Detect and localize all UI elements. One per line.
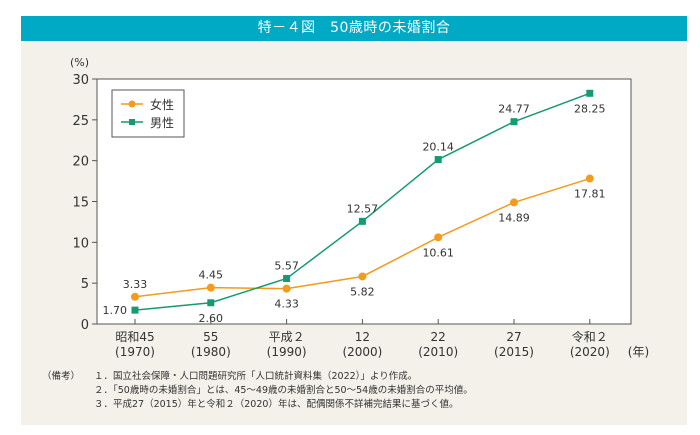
data-label: 4.45 (199, 269, 224, 282)
data-point-female (510, 198, 518, 207)
data-point-female (131, 292, 139, 301)
note-row: （備考） １．国立社会保障・人口問題研究所「人口統計資料集（2022）」より作成… (42, 370, 473, 384)
data-label: 17.81 (574, 188, 606, 201)
data-label: 4.33 (274, 298, 299, 311)
x-tick-label-era: 平成２ (269, 330, 305, 344)
notes: （備考） １．国立社会保障・人口問題研究所「人口統計資料集（2022）」より作成… (42, 370, 473, 412)
x-tick-label-year: (2000) (342, 345, 382, 359)
x-tick-label-era: 12 (355, 330, 370, 344)
data-point-male (510, 118, 518, 126)
data-point-male (434, 156, 442, 164)
y-tick-label: 25 (72, 114, 89, 129)
x-tick-label-year: (2020) (570, 345, 610, 359)
data-label: 14.89 (498, 211, 530, 224)
notes-label: （備考） (42, 371, 81, 382)
note-row: ３．平成27（2015）年と令和２（2020）年は、配偶関係不詳補完結果に基づく… (42, 398, 473, 412)
plot-area (96, 78, 632, 325)
data-point-female (434, 233, 443, 242)
data-point-male (586, 89, 594, 97)
y-tick-label: 10 (72, 236, 89, 251)
x-tick-label-era: 55 (203, 330, 218, 344)
x-tick-label-year: (2015) (494, 345, 534, 359)
x-tick-label-era: 昭和45 (115, 330, 154, 344)
series-layer (131, 89, 594, 314)
y-tick-label: 0 (81, 318, 89, 333)
data-labels: 3.33 4.45 4.33 5.82 10.61 14.89 17.81 1.70 2.60 5… (103, 102, 606, 324)
x-tick-label-era: 27 (506, 330, 521, 344)
x-tick-label-year: (1970) (115, 345, 155, 359)
legend-label: 女性 (150, 97, 174, 112)
note-item: ２．「50歳時の未婚割合」とは、45～49歳の未婚割合と50～54歳の未婚割合の… (94, 385, 473, 396)
data-label: 10.61 (422, 246, 454, 259)
data-point-male (358, 217, 366, 225)
data-point-female (282, 284, 291, 293)
data-label: 1.70 (103, 304, 128, 317)
chart-axes: 0 5 10 15 20 25 30 (%) 昭和45(1970) 55(1980) 平成２(199… (70, 56, 649, 359)
legend-label: 男性 (150, 116, 174, 130)
data-label: 24.77 (498, 103, 530, 116)
x-axis-unit: (年) (628, 345, 649, 359)
data-point-female (585, 174, 594, 183)
y-tick-label: 15 (72, 196, 89, 211)
legend-marker-male (129, 119, 135, 125)
note-item: １．国立社会保障・人口問題研究所「人口統計資料集（2022）」より作成。 (94, 371, 418, 382)
data-label: 12.57 (347, 202, 379, 215)
data-point-male (131, 306, 139, 314)
note-row: ２．「50歳時の未婚割合」とは、45～49歳の未婚割合と50～54歳の未婚割合の… (42, 384, 473, 398)
data-label: 20.14 (422, 141, 454, 154)
data-point-female (358, 272, 367, 281)
data-label: 28.25 (574, 102, 606, 115)
data-point-male (283, 275, 291, 283)
y-tick-label: 20 (72, 155, 89, 170)
data-label: 5.57 (274, 260, 299, 273)
figure-title: 特－４図 50歳時の未婚割合 (21, 16, 687, 41)
y-tick-label: 30 (72, 73, 89, 88)
data-point-male (207, 299, 215, 307)
data-label: 2.60 (199, 312, 224, 325)
x-tick-label-era: 22 (431, 330, 446, 344)
legend-box (111, 89, 185, 138)
x-tick-label-era: 令和２ (572, 329, 608, 344)
x-tick-label-year: (1980) (191, 345, 231, 359)
x-tick-label-year: (2010) (418, 345, 458, 359)
data-label: 5.82 (350, 285, 375, 298)
data-label: 3.33 (123, 278, 148, 291)
data-point-female (206, 283, 215, 292)
note-item: ３．平成27（2015）年と令和２（2020）年は、配偶関係不詳補完結果に基づく… (94, 399, 459, 410)
y-tick-label: 5 (81, 277, 89, 292)
y-axis-unit: (%) (70, 56, 89, 69)
x-tick-label-year: (1990) (267, 345, 307, 359)
legend-marker-female (128, 100, 136, 108)
